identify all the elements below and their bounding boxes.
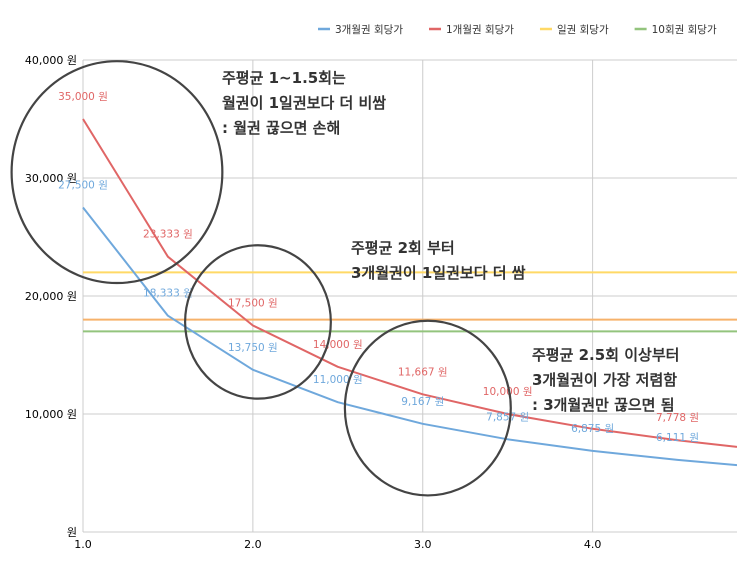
y-axis: 원 10,000 원 20,000 원 30,000 원 40,000 원: [25, 54, 77, 539]
data-label: 23,333 원: [143, 229, 193, 241]
data-label: 14,000 원: [313, 339, 363, 351]
legend-label: 10회권 회당가: [652, 24, 717, 36]
annotation-text: : 월권 끊으면 손해: [222, 119, 340, 137]
gridlines: [82, 59, 737, 533]
x-tick-label: 4.0: [584, 538, 602, 551]
legend-label: 3개월권 회당가: [335, 24, 403, 36]
y-tick-label: 40,000 원: [25, 54, 77, 67]
annotation-text: 월권이 1일권보다 더 비쌈: [222, 94, 386, 112]
annotation-text: 3개월권이 가장 저렴함: [532, 371, 677, 389]
data-label: 27,500 원: [58, 180, 108, 192]
data-label: 7,857 원: [486, 411, 529, 423]
data-label: 35,000 원: [58, 91, 108, 103]
annotation-circle: [343, 319, 512, 497]
x-axis: 1.0 2.0 3.0 4.0: [74, 538, 601, 551]
x-tick-label: 2.0: [244, 538, 262, 551]
annotation-circle: [10, 60, 224, 285]
series-lines: [82, 118, 737, 467]
data-label: 9,167 원: [401, 396, 444, 408]
legend: 3개월권 회당가 1개월권 회당가 일권 회당가 10회권 회당가: [318, 23, 717, 36]
annotation-text: 주평균 2회 부터: [351, 239, 455, 257]
y-tick-label: 원: [67, 526, 77, 539]
annotation-text: 주평균 2.5회 이상부터: [532, 346, 679, 364]
y-tick-label: 20,000 원: [25, 290, 77, 303]
annotation-text: : 3개월권만 끊으면 됨: [532, 396, 675, 414]
series-line-0: [82, 206, 737, 467]
x-tick-label: 3.0: [414, 538, 432, 551]
data-label: 18,333 원: [143, 288, 193, 300]
data-label: 7,778 원: [656, 412, 699, 424]
annotation-circles: [10, 60, 512, 497]
data-label: 6,111 원: [656, 432, 699, 444]
annotation-text: 3개월권이 1일권보다 더 쌈: [351, 264, 526, 282]
legend-label: 1개월권 회당가: [446, 24, 514, 36]
annotation-text: 주평균 1~1.5회는: [222, 69, 346, 87]
annotation-circle: [184, 244, 332, 400]
data-label: 11,667 원: [398, 366, 448, 378]
data-label: 11,000 원: [313, 374, 363, 386]
legend-label: 일권 회당가: [557, 23, 609, 36]
y-tick-label: 30,000 원: [25, 172, 77, 185]
y-tick-label: 10,000 원: [25, 408, 77, 421]
x-tick-label: 1.0: [74, 538, 92, 551]
data-label: 10,000 원: [483, 386, 533, 398]
data-label: 13,750 원: [228, 342, 278, 354]
data-label: 17,500 원: [228, 298, 278, 310]
data-label: 6,875 원: [571, 423, 614, 435]
